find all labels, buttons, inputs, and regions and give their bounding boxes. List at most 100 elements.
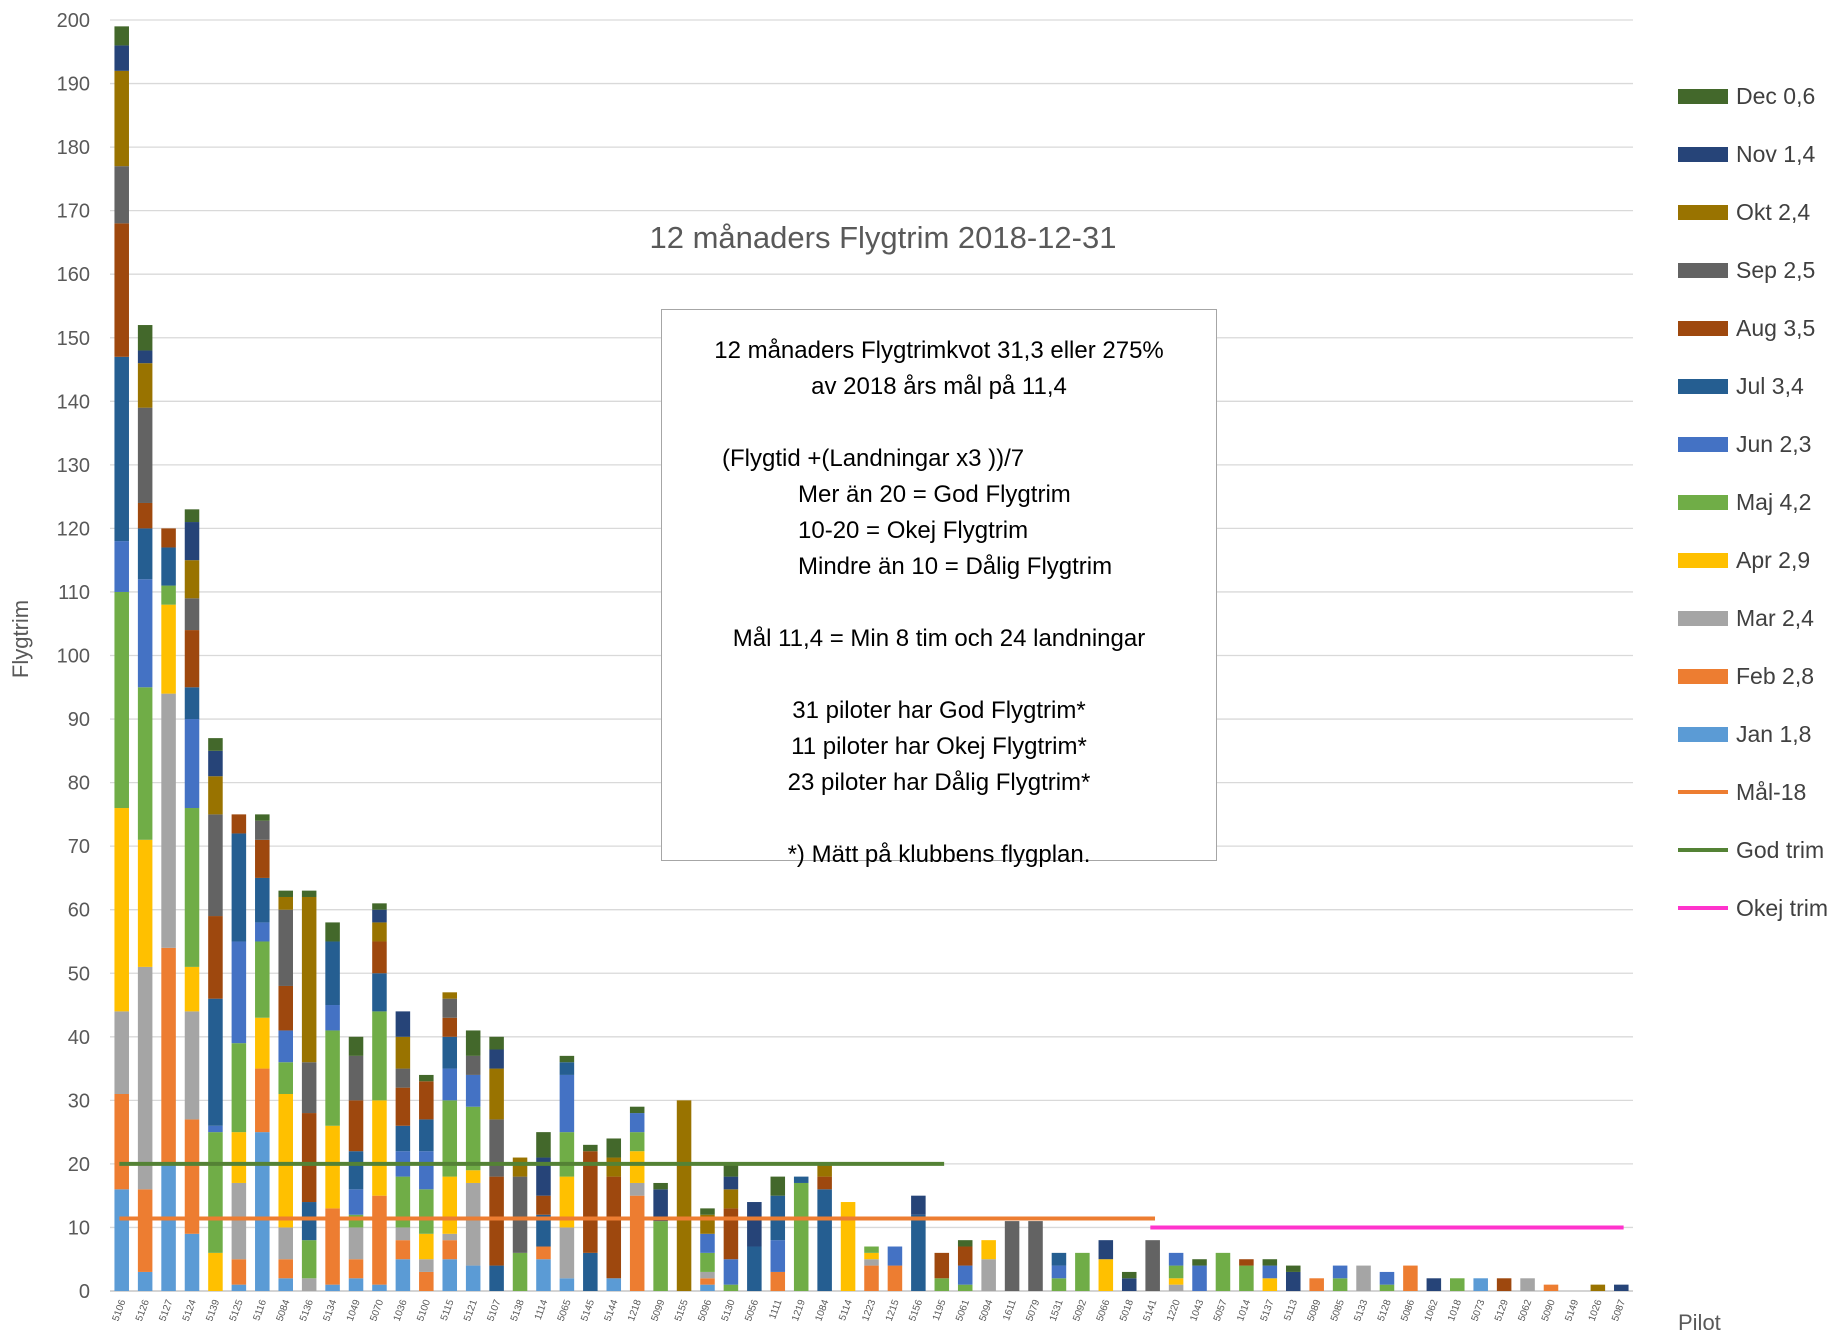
x-tick-label: 5079 <box>1024 1298 1042 1323</box>
note-formula: (Flygtid +(Landningar x3 ))/7 <box>722 445 1025 472</box>
bar-segment-5126-apr <box>137 839 153 967</box>
bar-segment-5126-dec <box>137 325 153 351</box>
bar-segment-5084-jan <box>278 1278 293 1291</box>
bar-segment-5087-nov <box>1614 1284 1629 1291</box>
bar-segment-5070-aug <box>372 941 387 974</box>
y-axis-ticks: 0 10 20 30 40 50 60 70 80 90 100 110 120 130 140 150 160… <box>57 10 90 1303</box>
bar-segment-5126-nov <box>137 350 153 364</box>
y-axis-title: Flygtrim <box>8 600 33 678</box>
x-tick-label: 1220 <box>1165 1298 1183 1323</box>
legend-swatch <box>1678 611 1728 626</box>
x-tick-label: 5073 <box>1470 1298 1488 1323</box>
x-tick-label: 1049 <box>345 1298 363 1323</box>
bar-segment-1215-feb <box>887 1265 903 1291</box>
y-tick-label: 30 <box>68 1090 90 1112</box>
legend-swatch <box>1678 495 1728 510</box>
note-good-rule: Mer än 20 = God Flygtrim <box>798 481 1071 508</box>
bar-segment-5116-feb <box>255 1068 270 1133</box>
bar-segment-5137-apr <box>1262 1278 1278 1291</box>
bar-segment-5115-jul <box>442 1036 458 1069</box>
bar-segment-5107-okt <box>489 1068 504 1120</box>
bar-segment-5156-jul <box>911 1214 926 1291</box>
x-tick-label: 1084 <box>814 1298 832 1323</box>
bar-segment-1223-feb <box>864 1265 879 1291</box>
bar-segment-5130-aug <box>723 1208 739 1260</box>
bar-segment-5065-dec <box>559 1055 575 1063</box>
bar-segment-5124-okt <box>184 560 200 599</box>
legend-label: Sep 2,5 <box>1736 257 1815 283</box>
bar-segment-5096-jan <box>700 1284 715 1291</box>
bar-segment-5125-apr <box>231 1132 247 1183</box>
x-tick-label: 5139 <box>204 1298 222 1323</box>
bar-segment-5084-aug <box>278 985 293 1031</box>
bar-segment-5070-nov <box>372 909 387 923</box>
bar-segment-5124-maj <box>184 808 200 967</box>
bar-segment-5092-maj <box>1075 1252 1090 1291</box>
bar-segment-5018-dec <box>1121 1271 1137 1279</box>
bar-segment-5073-jan <box>1473 1278 1488 1291</box>
bar-segment-5127-mar <box>161 693 176 948</box>
bar-segment-5056-jul <box>747 1246 762 1291</box>
bar-segment-5137-jun <box>1262 1265 1278 1279</box>
bar-segment-1111-jun <box>770 1240 786 1272</box>
bar-segment-1036-jan <box>395 1259 411 1291</box>
legend-label: Nov 1,4 <box>1736 141 1815 167</box>
legend-swatch <box>1678 147 1728 162</box>
x-tick-label: 5125 <box>228 1298 246 1323</box>
bar-segment-1220-maj <box>1168 1265 1184 1279</box>
bar-segment-5115-apr <box>442 1176 458 1234</box>
x-tick-label: 5106 <box>111 1298 129 1323</box>
legend-label: Dec 0,6 <box>1736 83 1815 109</box>
bar-segment-5121-jun <box>465 1074 481 1107</box>
bar-segment-1014-aug <box>1239 1259 1254 1266</box>
bar-segment-5107-aug <box>489 1176 504 1266</box>
legend-label: God trim <box>1736 837 1824 863</box>
bar-segment-5065-mar <box>559 1227 575 1279</box>
bar-segment-5084-maj <box>278 1062 293 1094</box>
bar-segment-5125-feb <box>231 1259 247 1285</box>
note-goal: Mål 11,4 = Min 8 tim och 24 landningar <box>732 625 1146 652</box>
bar-segment-5084-dec <box>278 890 293 897</box>
note-goal-ref: av 2018 års mål på 11,4 <box>811 373 1067 400</box>
y-tick-label: 150 <box>57 328 90 350</box>
bar-segment-5125-mar <box>231 1182 247 1260</box>
bar-segment-5094-apr <box>981 1240 996 1260</box>
x-tick-label: 5057 <box>1212 1298 1230 1323</box>
bar-segment-5144-okt <box>606 1157 622 1177</box>
x-tick-label: 1036 <box>392 1298 410 1323</box>
bar-segment-5106-sep <box>114 166 129 224</box>
y-tick-label: 80 <box>68 773 90 795</box>
bar-segment-5113-dec <box>1285 1265 1301 1272</box>
legend-swatch <box>1678 321 1728 336</box>
y-tick-label: 140 <box>57 391 90 413</box>
bar-segment-5124-sep <box>184 598 200 631</box>
bar-segment-1114-aug <box>536 1195 551 1215</box>
bar-segment-5100-mar <box>419 1259 434 1272</box>
bar-segment-5141-sep <box>1145 1240 1160 1291</box>
bar-segment-5115-okt <box>442 992 458 999</box>
bar-segment-5113-nov <box>1285 1271 1301 1291</box>
bar-segment-5061-maj <box>957 1284 973 1291</box>
bar-segment-1036-jul <box>395 1125 411 1152</box>
bar-segment-5136-mar <box>301 1278 317 1291</box>
x-tick-label: 1223 <box>860 1298 878 1323</box>
bar-segment-1195-maj <box>934 1278 950 1291</box>
x-tick-label: 5089 <box>1306 1298 1324 1323</box>
bar-segment-1036-aug <box>395 1087 411 1126</box>
y-tick-label: 20 <box>68 1154 90 1176</box>
bar-segment-1036-feb <box>395 1240 411 1260</box>
bar-segment-5096-mar <box>700 1271 715 1279</box>
bar-segment-1218-mar <box>629 1182 645 1196</box>
bar-segment-5134-dec <box>325 922 340 942</box>
bar-segment-1223-maj <box>864 1246 879 1253</box>
bar-segment-5127-aug <box>161 528 176 548</box>
bar-segment-5070-jul <box>372 973 387 1012</box>
x-tick-label: 1215 <box>884 1298 902 1323</box>
bar-segment-5126-jul <box>137 528 153 580</box>
bar-segment-1195-aug <box>934 1252 950 1279</box>
bar-segment-5156-nov <box>911 1195 926 1215</box>
bar-segment-5145-jul <box>583 1252 598 1291</box>
bar-segment-1531-maj <box>1051 1278 1067 1291</box>
bar-segment-5115-feb <box>442 1240 458 1260</box>
bar-segment-5139-sep <box>208 814 223 917</box>
